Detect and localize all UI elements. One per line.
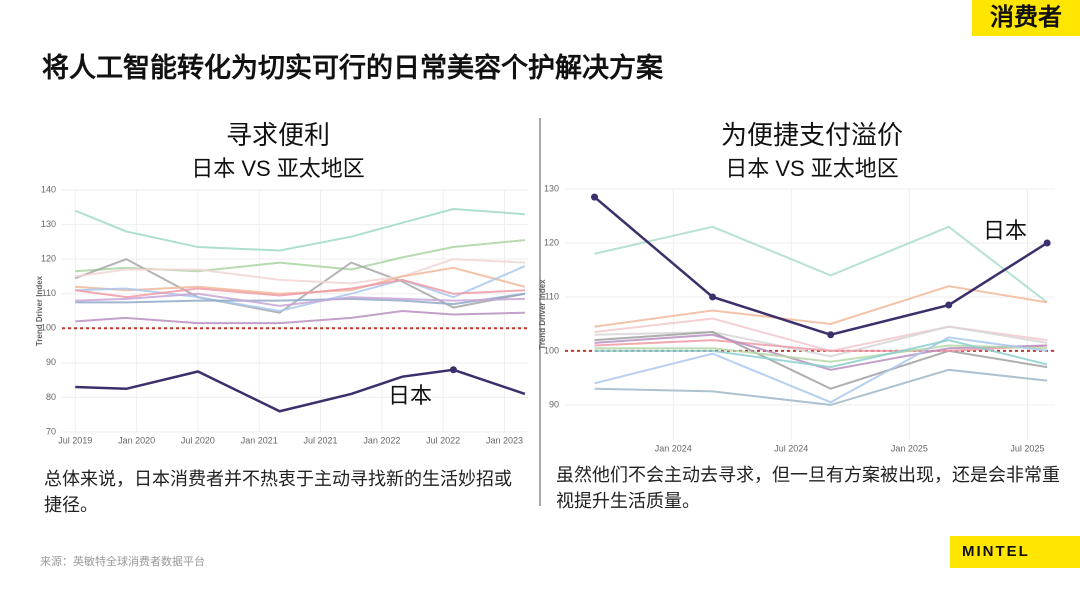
- series-line: [75, 278, 525, 299]
- point-marker: [449, 366, 457, 374]
- x-tick-label: Jan 2024: [655, 443, 692, 453]
- series-line: [594, 285, 1048, 328]
- series-line: [75, 368, 526, 413]
- chart-subtitle: 日本 VS 亚太地区: [725, 156, 899, 181]
- point-marker: [827, 331, 835, 339]
- series-line: [75, 258, 525, 285]
- x-tick-label: Jan 2022: [363, 435, 400, 445]
- y-tick-label: 130: [41, 219, 56, 229]
- chart-subtitle: 日本 VS 亚太地区: [191, 156, 365, 181]
- chart-title: 为便捷支付溢价: [721, 120, 903, 150]
- x-tick-label: Jul 2024: [774, 443, 808, 453]
- x-tick-label: Jan 2021: [241, 435, 278, 445]
- x-tick-label: Jul 2022: [426, 435, 460, 445]
- y-tick-label: 100: [544, 345, 559, 355]
- series-line: [75, 239, 526, 273]
- x-tick-label: Jan 2020: [118, 435, 155, 445]
- y-tick-label: 90: [549, 399, 559, 409]
- y-tick-label: 120: [544, 237, 559, 247]
- y-tick-label: 100: [41, 323, 56, 333]
- y-tick-label: 90: [46, 357, 56, 367]
- series-line: [594, 225, 1048, 304]
- y-axis-label: Trend Driver Index: [538, 279, 547, 350]
- logo: MINTEL: [950, 536, 1080, 568]
- caption: 总体来说，日本消费者并不热衷于主动寻找新的生活妙招或捷径。: [44, 469, 512, 515]
- x-tick-label: Jul 2021: [304, 435, 338, 445]
- point-marker: [591, 193, 599, 201]
- source: 来源：英敏特全球消费者数据平台: [40, 556, 205, 568]
- y-tick-label: 70: [46, 426, 56, 436]
- caption: 虽然他们不会主动去寻求，但一旦有方案被出现，还是会非常重视提升生活质量。: [556, 465, 1060, 511]
- series-line: [594, 333, 1048, 371]
- series-label: 日本: [388, 383, 432, 408]
- x-tick-label: Jul 2025: [1010, 443, 1044, 453]
- y-tick-label: 140: [41, 184, 56, 194]
- series-line: [74, 258, 526, 314]
- point-marker: [1043, 239, 1051, 247]
- series-line: [593, 196, 1048, 337]
- x-tick-label: Jul 2019: [58, 435, 92, 445]
- y-axis-label: Trend Driver Index: [35, 275, 44, 346]
- series-line: [594, 368, 1048, 406]
- series-line: [75, 292, 525, 307]
- series-label: 日本: [983, 218, 1027, 243]
- x-tick-label: Jan 2025: [891, 443, 928, 453]
- badge: 消费者: [972, 0, 1080, 36]
- series-line: [594, 325, 1048, 358]
- point-marker: [709, 293, 717, 301]
- y-tick-label: 110: [545, 291, 559, 301]
- series-line: [75, 292, 526, 306]
- point-marker: [945, 301, 953, 309]
- y-tick-label: 110: [42, 288, 56, 298]
- x-tick-label: Jul 2020: [181, 435, 215, 445]
- series-line: [594, 344, 1048, 363]
- x-tick-label: Jan 2023: [486, 435, 523, 445]
- series-line: [594, 336, 1048, 404]
- series-line: [75, 309, 525, 325]
- y-tick-label: 120: [41, 254, 56, 264]
- series-line: [74, 208, 526, 252]
- headline: 将人工智能转化为切实可行的日常美容个护解决方案: [42, 53, 663, 83]
- series-line: [594, 331, 1048, 390]
- y-tick-label: 130: [544, 183, 559, 193]
- y-tick-label: 80: [46, 392, 56, 402]
- chart-title: 寻求便利: [226, 120, 330, 150]
- series-line: [594, 339, 1048, 369]
